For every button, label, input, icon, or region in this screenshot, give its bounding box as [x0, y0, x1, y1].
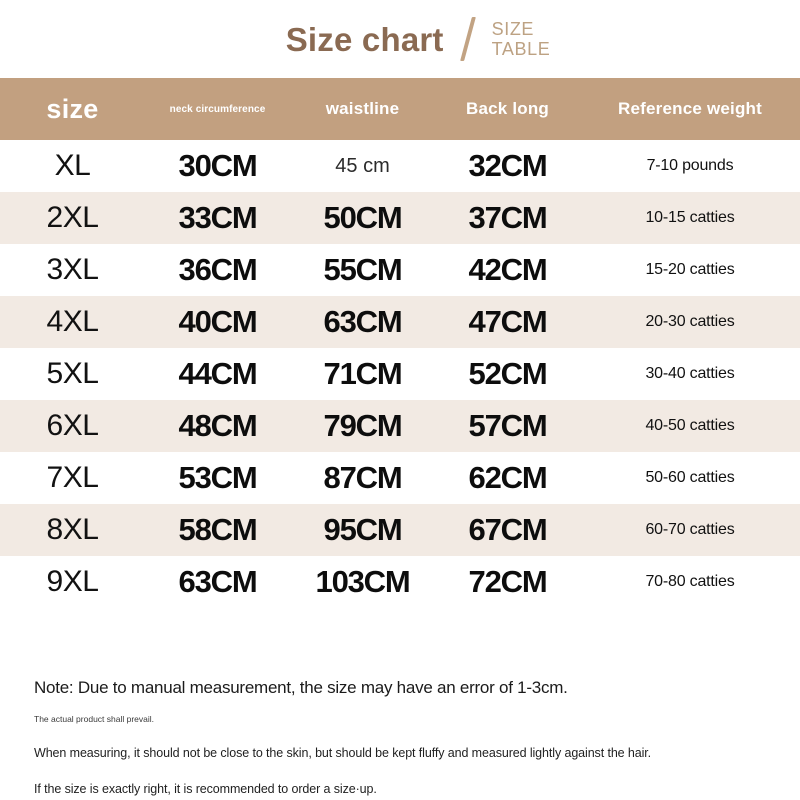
cell-size: 8XL: [46, 513, 99, 546]
cell-weight: 30-40 catties: [645, 365, 735, 382]
cell-neck: 63CM: [178, 564, 258, 599]
cell-neck: 58CM: [178, 512, 258, 547]
cell-waist: 103CM: [315, 564, 411, 599]
table-row: 3XL 36CM 55CM 42CM 15-20 catties: [0, 244, 800, 296]
cell-neck: 40CM: [178, 304, 258, 339]
cell-neck: 44CM: [178, 356, 258, 391]
cell-neck: 33CM: [178, 200, 258, 235]
cell-weight: 10-15 catties: [645, 209, 735, 226]
cell-back: 67CM: [468, 512, 548, 547]
column-header-size: size: [46, 93, 99, 124]
cell-size: 5XL: [46, 357, 99, 390]
table-row: 4XL 40CM 63CM 47CM 20-30 catties: [0, 296, 800, 348]
size-table: size neck circumference waistline Back l…: [0, 78, 800, 608]
cell-back: 57CM: [468, 408, 548, 443]
cell-weight: 40-50 catties: [645, 417, 735, 434]
cell-weight: 7-10 pounds: [646, 157, 734, 174]
cell-back: 47CM: [468, 304, 548, 339]
cell-waist: 95CM: [323, 512, 403, 547]
table-row: 9XL 63CM 103CM 72CM 70-80 catties: [0, 556, 800, 608]
cell-size: 2XL: [46, 201, 99, 234]
table-row: XL 30CM 45 cm 32CM 7-10 pounds: [0, 140, 800, 192]
cell-size: 9XL: [46, 565, 99, 598]
note-lead: Note: Due to manual measurement, the siz…: [34, 678, 568, 697]
cell-neck: 53CM: [178, 460, 258, 495]
cell-waist: 87CM: [323, 460, 403, 495]
cell-waist: 79CM: [323, 408, 403, 443]
note-line3: If the size is exactly right, it is reco…: [34, 782, 377, 796]
table-row: 6XL 48CM 79CM 57CM 40-50 catties: [0, 400, 800, 452]
cell-neck: 30CM: [178, 148, 258, 183]
column-header-neck: neck circumference: [169, 103, 266, 115]
title-band: Size chart SIZE TABLE: [0, 0, 800, 78]
table-row: 8XL 58CM 95CM 67CM 60-70 catties: [0, 504, 800, 556]
cell-back: 52CM: [468, 356, 548, 391]
cell-back: 62CM: [468, 460, 548, 495]
notes-section: Note: Due to manual measurement, the siz…: [0, 668, 800, 796]
cell-back: 42CM: [468, 252, 548, 287]
cell-size: 7XL: [46, 461, 99, 494]
column-header-weight: Reference weight: [618, 99, 762, 118]
title-divider-icon: [459, 17, 476, 61]
column-header-back: Back long: [465, 99, 550, 118]
cell-neck: 48CM: [178, 408, 258, 443]
cell-weight: 20-30 catties: [645, 313, 735, 330]
cell-weight: 15-20 catties: [645, 261, 735, 278]
cell-back: 32CM: [468, 148, 548, 183]
cell-waist: 71CM: [323, 356, 403, 391]
cell-back: 72CM: [468, 564, 548, 599]
table-row: 2XL 33CM 50CM 37CM 10-15 catties: [0, 192, 800, 244]
cell-weight: 50-60 catties: [645, 469, 735, 486]
column-header-waist: waistline: [325, 99, 400, 118]
cell-neck: 36CM: [178, 252, 258, 287]
page-title: Size chart: [285, 20, 444, 58]
cell-waist: 55CM: [323, 252, 403, 287]
cell-waist: 45 cm: [335, 154, 390, 177]
cell-back: 37CM: [468, 200, 548, 235]
cell-waist: 50CM: [323, 200, 403, 235]
page-subtitle: SIZE TABLE: [492, 19, 551, 59]
cell-size: 4XL: [46, 305, 99, 338]
note-line2: When measuring, it should not be close t…: [34, 746, 652, 760]
cell-size: 6XL: [46, 409, 99, 442]
cell-size: 3XL: [46, 253, 99, 286]
title-group: Size chart SIZE TABLE: [286, 17, 551, 61]
page-subtitle-line2: TABLE: [491, 39, 551, 59]
table-row: 5XL 44CM 71CM 52CM 30-40 catties: [0, 348, 800, 400]
note-tiny: The actual product shall prevail.: [34, 714, 155, 724]
table-header-row: size neck circumference waistline Back l…: [0, 78, 800, 140]
page-subtitle-line1: SIZE: [491, 18, 535, 39]
table-row: 7XL 53CM 87CM 62CM 50-60 catties: [0, 452, 800, 504]
cell-waist: 63CM: [323, 304, 403, 339]
cell-weight: 60-70 catties: [645, 521, 735, 538]
cell-weight: 70-80 catties: [645, 573, 735, 590]
cell-size: XL: [54, 149, 91, 182]
